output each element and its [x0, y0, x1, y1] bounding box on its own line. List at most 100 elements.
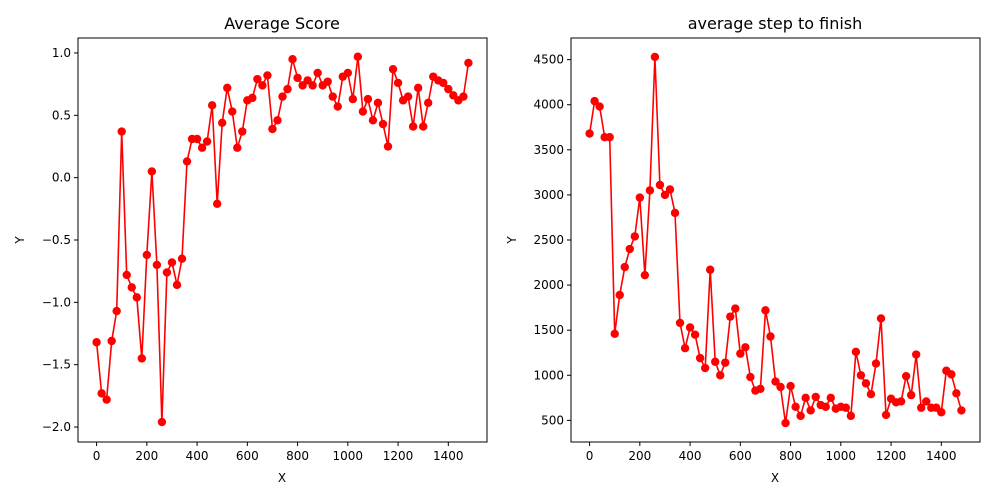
x-tick-label: 600 — [729, 449, 752, 463]
data-point — [741, 343, 750, 352]
data-point — [373, 98, 383, 108]
y-tick-label: 1500 — [533, 323, 564, 337]
x-tick-label: 400 — [679, 449, 702, 463]
data-point — [268, 124, 277, 134]
data-point — [670, 208, 680, 218]
series-points — [585, 52, 966, 428]
data-point — [418, 122, 428, 131]
y-tick-label: 4500 — [533, 53, 564, 67]
data-point — [716, 371, 725, 380]
data-point — [97, 389, 106, 398]
data-point — [102, 395, 111, 404]
y-axis-label: Y — [505, 236, 519, 245]
x-ticks: 0 200 400 600 800 1000 1200 1400 — [93, 442, 464, 463]
data-point — [861, 379, 871, 388]
x-tick-label: 600 — [236, 449, 259, 463]
x-tick-label: 800 — [286, 449, 309, 463]
x-tick-label: 200 — [628, 449, 651, 463]
data-point — [444, 84, 453, 94]
data-point — [746, 372, 755, 382]
data-point — [413, 83, 423, 93]
data-point — [439, 78, 448, 88]
y-tick-label: 2000 — [533, 278, 564, 292]
data-point — [207, 101, 217, 110]
data-point — [705, 265, 715, 274]
data-point — [228, 107, 237, 116]
x-tick-label: 1000 — [333, 449, 364, 463]
data-point — [92, 338, 101, 347]
data-point — [147, 167, 157, 176]
data-point — [383, 142, 393, 151]
data-point — [620, 262, 629, 272]
data-point — [660, 190, 670, 200]
data-point — [122, 270, 131, 280]
data-point — [288, 54, 297, 64]
data-point — [761, 306, 770, 315]
x-tick-label: 200 — [135, 449, 158, 463]
data-point — [248, 93, 257, 103]
data-point — [866, 390, 876, 399]
data-point — [776, 382, 785, 392]
data-point — [841, 403, 851, 412]
data-point — [459, 92, 468, 101]
data-point — [142, 250, 152, 260]
data-point — [464, 58, 473, 68]
data-point — [595, 102, 604, 111]
data-point — [947, 370, 956, 379]
y-tick-label: −1.5 — [42, 358, 71, 372]
data-point — [630, 232, 640, 241]
data-point — [826, 393, 835, 403]
x-tick-label: 1200 — [876, 449, 907, 463]
data-point — [846, 411, 856, 421]
data-point — [871, 359, 881, 368]
data-point — [736, 349, 745, 358]
data-point — [650, 52, 660, 62]
data-point — [801, 393, 810, 403]
data-point — [811, 392, 820, 402]
data-point — [172, 280, 182, 290]
data-point — [192, 134, 202, 144]
data-point — [182, 157, 192, 166]
data-point — [690, 330, 700, 339]
data-point — [585, 129, 594, 138]
plot-frame — [77, 37, 488, 443]
data-point — [922, 397, 931, 406]
y-axis-label: Y — [13, 236, 27, 245]
data-point — [771, 377, 780, 386]
y-tick-label: 3000 — [533, 188, 564, 202]
data-point — [876, 314, 886, 323]
x-tick-label: 0 — [586, 449, 594, 463]
chart-title: average step to finish — [688, 14, 863, 33]
data-point — [424, 98, 433, 108]
data-point — [403, 92, 413, 101]
data-point — [781, 418, 790, 428]
data-point — [856, 371, 866, 380]
data-point — [107, 336, 116, 346]
x-tick-label: 1400 — [926, 449, 957, 463]
data-point — [615, 290, 624, 300]
x-axis-label: X — [278, 471, 286, 485]
x-tick-label: 1000 — [826, 449, 857, 463]
data-point — [655, 180, 665, 190]
x-ticks: 0 200 400 600 800 1000 1200 1400 — [586, 442, 957, 463]
data-point — [952, 389, 961, 398]
series-points — [92, 52, 473, 427]
data-point — [711, 357, 720, 366]
y-tick-label: 0.5 — [52, 108, 71, 122]
data-point — [896, 397, 906, 406]
data-point — [368, 116, 378, 125]
data-point — [635, 193, 645, 202]
data-point — [313, 68, 322, 78]
data-point — [605, 132, 614, 142]
data-point — [851, 347, 861, 357]
data-point — [112, 306, 121, 316]
data-point — [117, 127, 126, 136]
x-tick-label: 800 — [779, 449, 802, 463]
data-point — [263, 71, 272, 80]
data-point — [218, 118, 227, 127]
chart-title: Average Score — [224, 14, 340, 33]
data-point — [358, 107, 368, 116]
data-point — [766, 332, 775, 341]
y-tick-label: 2500 — [533, 233, 564, 247]
